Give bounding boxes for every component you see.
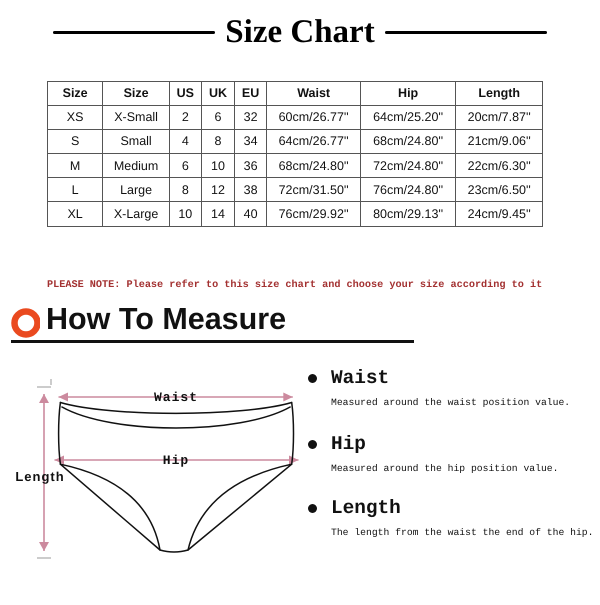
svg-text:Waist: Waist [154, 390, 198, 405]
svg-text:Hip: Hip [163, 453, 189, 468]
svg-text:Length: Length [15, 469, 64, 484]
